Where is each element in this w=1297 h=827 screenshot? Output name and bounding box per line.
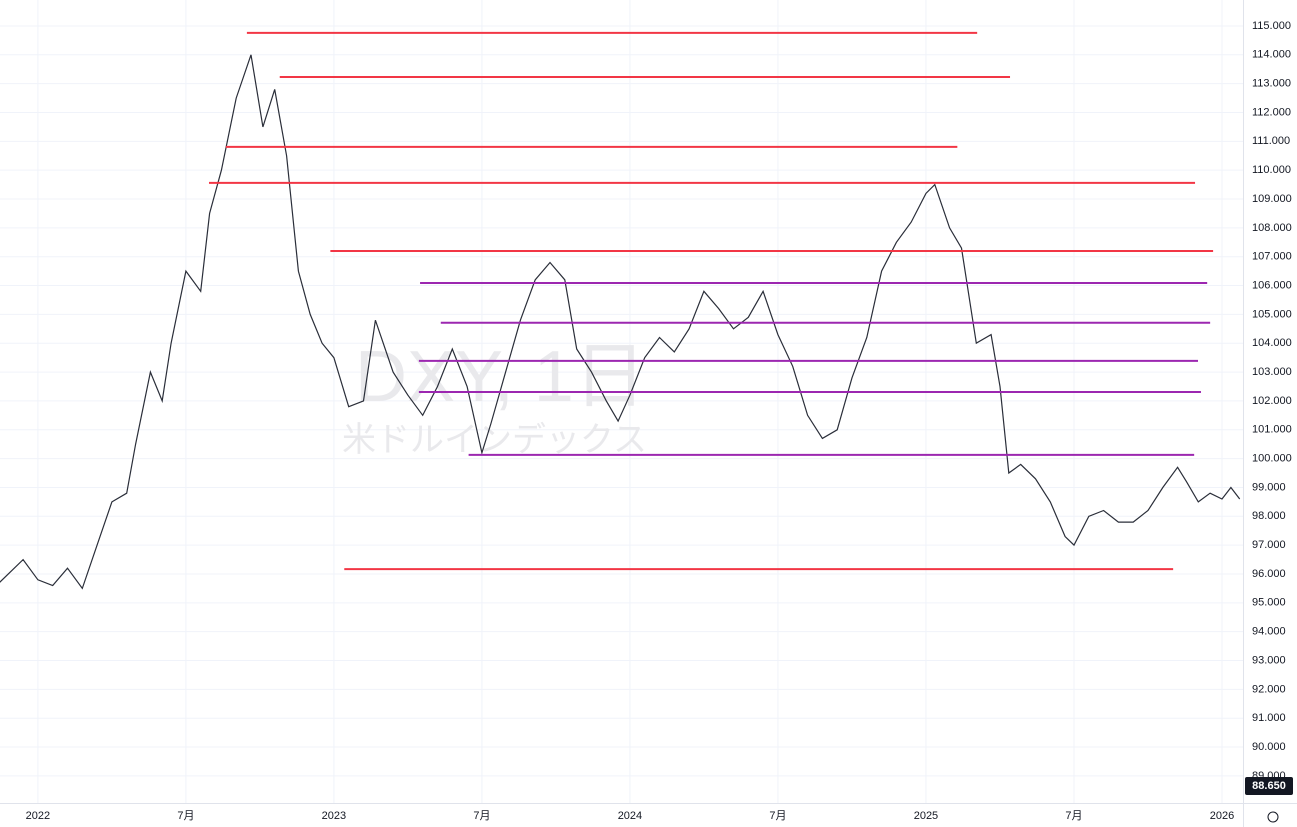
y-tick-label: 113.000 — [1252, 78, 1291, 90]
price-line — [0, 54, 1241, 590]
y-tick-label: 90.000 — [1252, 741, 1286, 753]
y-tick-label: 107.000 — [1252, 251, 1292, 263]
y-tick-label: 103.000 — [1252, 366, 1292, 378]
y-tick-label: 94.000 — [1252, 626, 1286, 638]
y-tick-label: 101.000 — [1252, 424, 1292, 436]
y-tick-label: 102.000 — [1252, 395, 1292, 407]
y-tick-label: 95.000 — [1252, 597, 1286, 609]
y-tick-label: 100.000 — [1252, 453, 1292, 465]
grid — [0, 0, 1243, 803]
y-tick-label: 104.000 — [1252, 337, 1292, 349]
y-tick-label: 97.000 — [1252, 539, 1286, 551]
x-tick-label: 7月 — [1065, 810, 1082, 822]
y-tick-label: 114.000 — [1252, 49, 1291, 61]
watermark-symbol: DXY, 1日 — [355, 337, 646, 417]
y-tick-label: 91.000 — [1252, 712, 1286, 724]
price-tag-box — [1245, 776, 1293, 795]
y-tick-label: 115.000 — [1252, 20, 1291, 32]
y-tick-label: 106.000 — [1252, 279, 1292, 291]
x-tick-label: 2026 — [1210, 810, 1234, 822]
y-tick-label: 92.000 — [1252, 683, 1286, 695]
watermark: DXY, 1日 米ドルインデックス — [342, 337, 647, 459]
y-tick-label: 108.000 — [1252, 222, 1292, 234]
y-tick-label: 96.000 — [1252, 568, 1286, 580]
price-tag-label: 88.650 — [1252, 780, 1286, 792]
y-tick-label: 93.000 — [1252, 654, 1286, 666]
settings-button[interactable] — [1267, 811, 1279, 823]
x-tick-label: 2024 — [618, 810, 642, 822]
y-tick-label: 105.000 — [1252, 308, 1292, 320]
x-tick-label: 2023 — [322, 810, 346, 822]
y-tick-label: 98.000 — [1252, 510, 1286, 522]
x-tick-label: 7月 — [769, 810, 786, 822]
y-tick-label: 112.000 — [1252, 106, 1291, 118]
x-tick-label: 2022 — [26, 810, 50, 822]
y-tick-label: 99.000 — [1252, 481, 1286, 493]
watermark-name: 米ドルインデックス — [342, 421, 647, 459]
x-tick-label: 7月 — [177, 810, 194, 822]
y-tick-label: 110.000 — [1252, 164, 1291, 176]
x-tick-label: 2025 — [914, 810, 938, 822]
y-tick-label: 111.000 — [1252, 135, 1290, 147]
x-tick-label: 7月 — [473, 810, 490, 822]
y-tick-label: 109.000 — [1252, 193, 1292, 205]
settings-icon[interactable] — [1267, 811, 1279, 823]
